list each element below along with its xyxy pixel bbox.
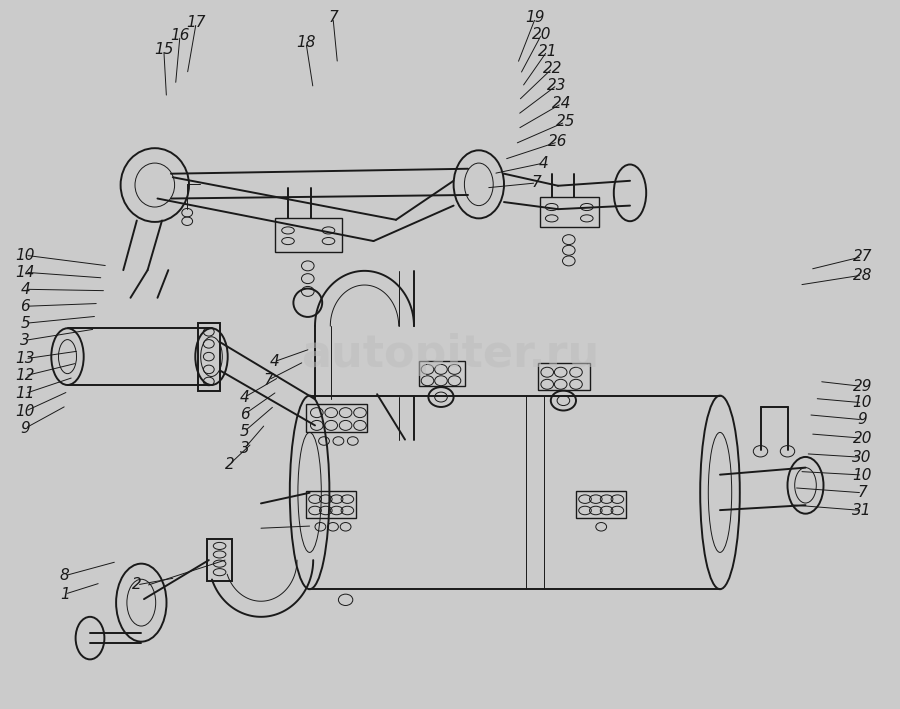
Bar <box>540 197 598 227</box>
Bar <box>198 323 220 391</box>
Text: 20: 20 <box>852 430 872 446</box>
Text: 3: 3 <box>240 440 249 456</box>
Text: 15: 15 <box>154 42 174 57</box>
Text: 5: 5 <box>240 423 249 439</box>
Text: 22: 22 <box>543 60 562 76</box>
Bar <box>576 491 626 518</box>
Text: 7: 7 <box>264 372 273 388</box>
Text: 6: 6 <box>240 406 249 422</box>
Text: 31: 31 <box>852 503 872 518</box>
Text: 2: 2 <box>132 577 141 593</box>
Bar <box>306 491 356 518</box>
Text: 7: 7 <box>858 485 867 501</box>
Text: 4: 4 <box>21 281 30 297</box>
Text: 19: 19 <box>526 10 545 26</box>
Bar <box>274 218 342 252</box>
Bar <box>207 539 232 581</box>
Bar <box>538 363 590 390</box>
Text: 13: 13 <box>15 351 35 367</box>
Text: 12: 12 <box>15 368 35 384</box>
Text: 18: 18 <box>296 35 316 50</box>
Bar <box>306 404 367 432</box>
Text: 11: 11 <box>15 386 35 401</box>
Text: 10: 10 <box>852 395 872 411</box>
Bar <box>418 361 465 386</box>
Text: 7: 7 <box>328 10 338 26</box>
Text: 6: 6 <box>21 298 30 314</box>
Text: 16: 16 <box>170 28 190 43</box>
Text: 7: 7 <box>532 175 541 191</box>
Text: 4: 4 <box>240 389 249 405</box>
Text: 23: 23 <box>547 77 567 93</box>
Text: 20: 20 <box>532 26 552 42</box>
Text: 4: 4 <box>539 155 548 171</box>
Text: 2: 2 <box>225 457 234 472</box>
Text: 24: 24 <box>552 96 572 111</box>
Text: 10: 10 <box>15 403 35 419</box>
Text: 14: 14 <box>15 264 35 280</box>
Text: 5: 5 <box>21 316 30 331</box>
Text: 3: 3 <box>21 333 30 348</box>
Text: 29: 29 <box>852 379 872 394</box>
Text: 30: 30 <box>852 450 872 465</box>
Text: 8: 8 <box>60 568 69 584</box>
Text: 4: 4 <box>270 354 279 369</box>
Text: autopiter.ru: autopiter.ru <box>301 333 599 376</box>
Text: 9: 9 <box>858 412 867 428</box>
Text: 9: 9 <box>21 420 30 436</box>
Text: 28: 28 <box>852 267 872 283</box>
Text: 1: 1 <box>60 586 69 602</box>
Text: 27: 27 <box>852 249 872 264</box>
Text: 10: 10 <box>852 467 872 483</box>
Text: 17: 17 <box>186 15 206 30</box>
Text: 25: 25 <box>555 114 575 130</box>
Text: 21: 21 <box>537 43 557 59</box>
Text: 10: 10 <box>15 247 35 263</box>
Text: 26: 26 <box>548 134 568 150</box>
